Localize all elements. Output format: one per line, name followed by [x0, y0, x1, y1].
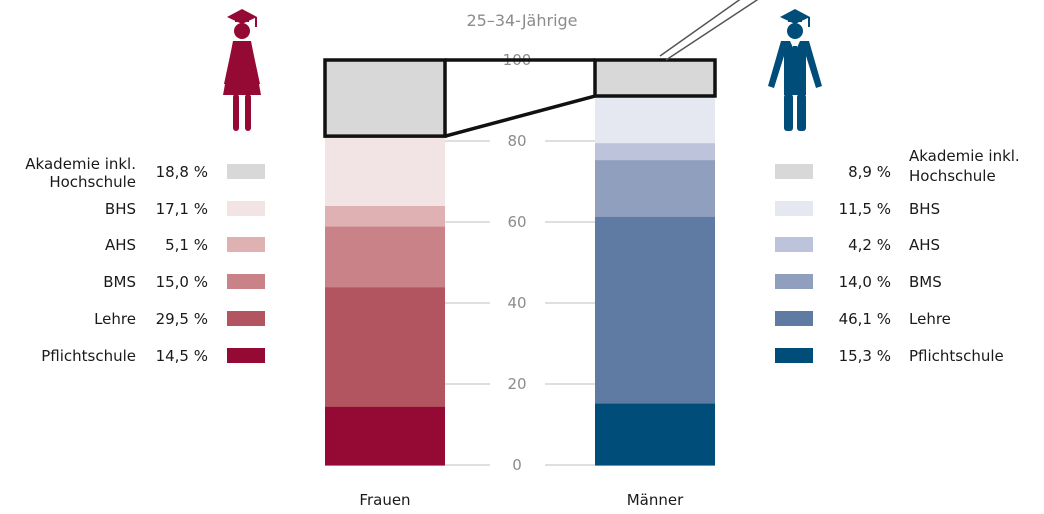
legend-label: Pflichtschule — [41, 347, 136, 365]
legend-label: Pflichtschule — [909, 347, 1004, 365]
legend-value: 15,3 % — [839, 347, 891, 365]
legend-label: Lehre — [94, 310, 136, 328]
bar-segment — [595, 159, 715, 217]
chart-subtitle: 25–34-Jährige — [466, 11, 577, 30]
legend-value: 5,1 % — [165, 236, 208, 254]
legend-label: BMS — [103, 273, 136, 291]
legend-swatch — [227, 237, 265, 252]
connector-line — [444, 94, 596, 138]
bar-segment — [595, 60, 715, 97]
y-tick-label: 40 — [507, 294, 526, 312]
legend-value: 29,5 % — [156, 310, 208, 328]
legend-swatch — [227, 201, 265, 216]
legend-swatch — [227, 311, 265, 326]
legend-label: Akademie inkl. Hochschule — [909, 147, 1020, 185]
bar-segment — [595, 96, 715, 144]
legend-swatch — [775, 201, 813, 216]
legend-value: 14,0 % — [839, 273, 891, 291]
legend-label: BHS — [105, 200, 136, 218]
legend-swatch — [775, 348, 813, 363]
y-tick-label: 60 — [507, 213, 526, 231]
legend-value: 15,0 % — [156, 273, 208, 291]
legend-value: 18,8 % — [156, 163, 208, 181]
legend-label: Akademie inkl. Hochschule — [25, 155, 136, 191]
bar-segment — [325, 286, 445, 407]
bar-segment — [325, 226, 445, 288]
x-category-label: Frauen — [359, 491, 410, 509]
legend-label: AHS — [105, 236, 136, 254]
legend-value: 8,9 % — [848, 163, 891, 181]
legend-swatch — [775, 237, 813, 252]
bar-segment — [595, 216, 715, 404]
legend-value: 11,5 % — [839, 200, 891, 218]
legend-value: 17,1 % — [156, 200, 208, 218]
x-category-label: Männer — [627, 491, 684, 509]
y-tick-label: 80 — [507, 132, 526, 150]
bar-segment — [325, 205, 445, 227]
legend-swatch — [775, 311, 813, 326]
bar-segment — [325, 136, 445, 206]
bar-segment — [595, 403, 715, 466]
bar-segment — [595, 142, 715, 161]
legend-value: 46,1 % — [839, 310, 891, 328]
legend-swatch — [227, 348, 265, 363]
legend-swatch — [775, 164, 813, 179]
bar-segment — [325, 406, 445, 466]
gridlines — [445, 59, 595, 466]
callout-line — [659, 0, 741, 57]
legend-label: BHS — [909, 200, 940, 218]
y-tick-label: 0 — [512, 456, 522, 474]
legend-frauen: Akademie inkl. Hochschule 18,8 % BHS 17,1 % A… — [25, 155, 265, 365]
bar-segment — [325, 60, 445, 137]
highlight-box-maenner — [593, 58, 717, 98]
y-tick-label: 20 — [507, 375, 526, 393]
callout-line — [665, 0, 759, 61]
legend-value: 14,5 % — [156, 347, 208, 365]
legend-maenner: 8,9 % Akademie inkl. Hochschule 11,5 % BHS 4,… — [775, 147, 1020, 365]
akademie-highlight — [323, 0, 759, 138]
legend-swatch — [227, 164, 265, 179]
female-graduate-icon — [223, 9, 261, 131]
male-graduate-icon — [768, 9, 822, 131]
legend-label: Lehre — [909, 310, 951, 328]
legend-swatch — [227, 274, 265, 289]
legend-swatch — [775, 274, 813, 289]
legend-value: 4,2 % — [848, 236, 891, 254]
bars — [325, 60, 715, 466]
legend-label: AHS — [909, 236, 940, 254]
legend-label: BMS — [909, 273, 942, 291]
